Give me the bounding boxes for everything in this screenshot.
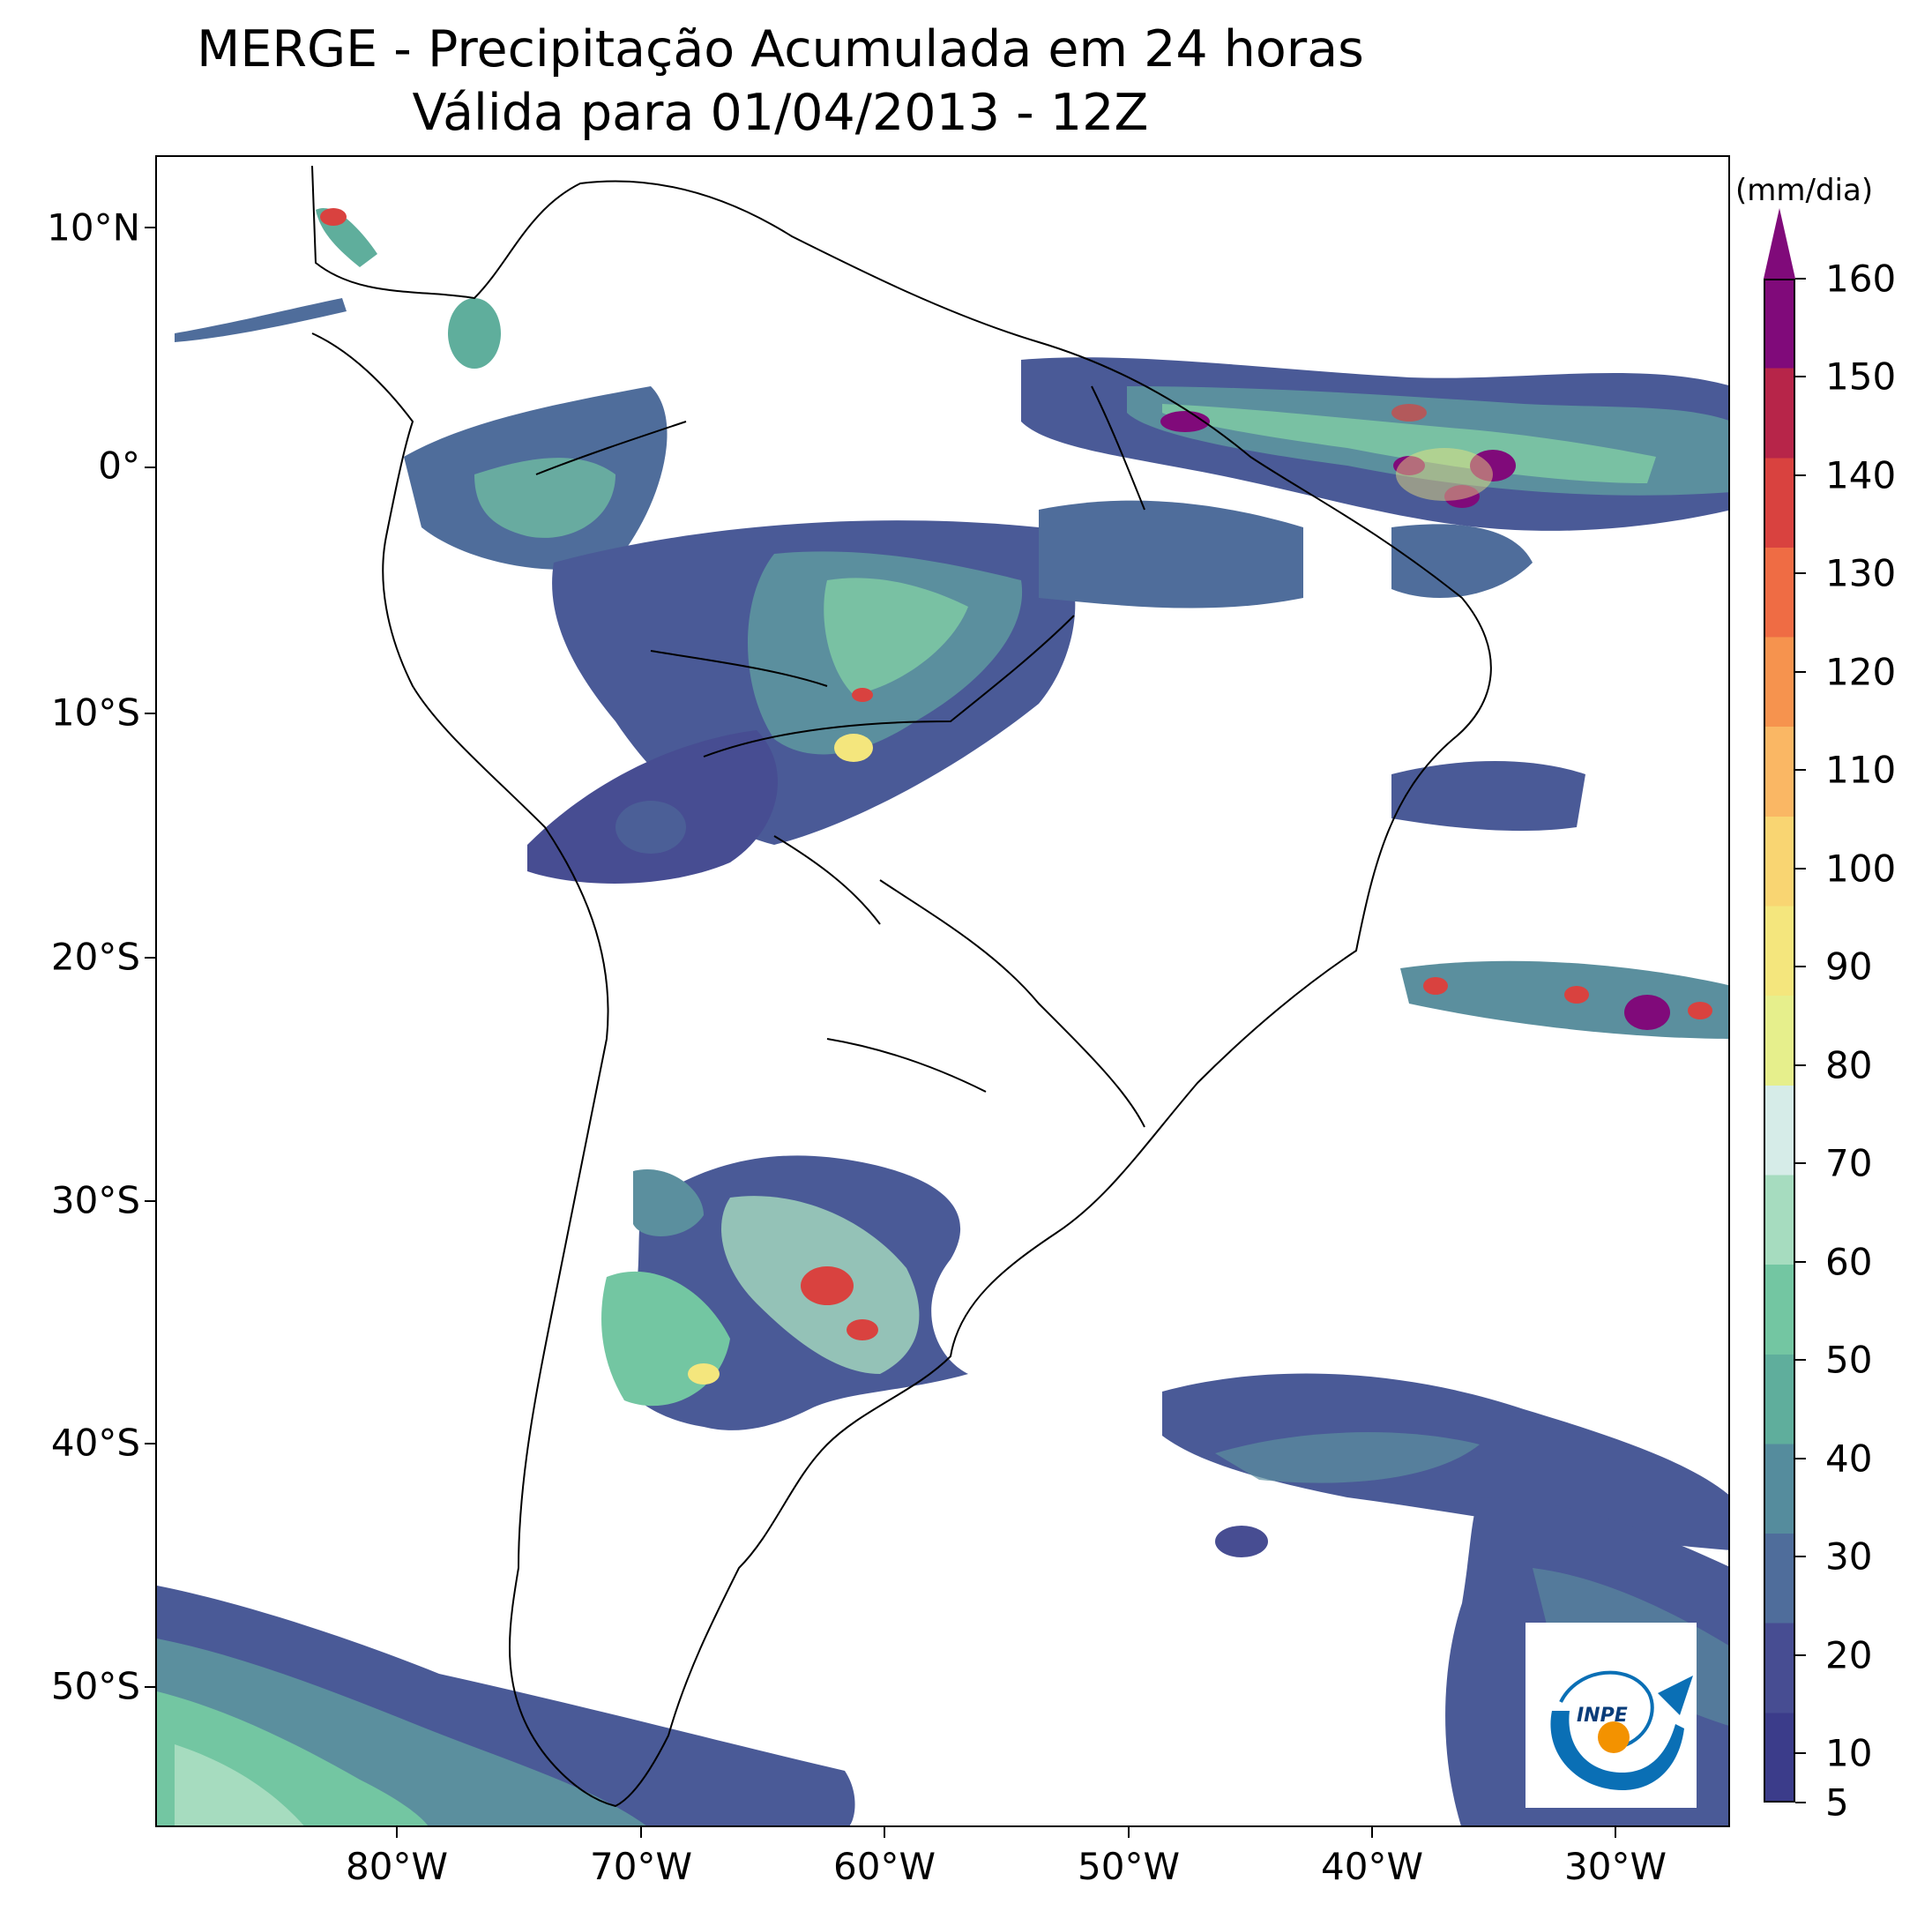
colorbar-tick-label: 40 xyxy=(1825,1437,1873,1481)
colorbar-tick xyxy=(1795,966,1806,968)
lon-label-50w: 50°W xyxy=(1078,1845,1180,1888)
precipitation-map xyxy=(155,155,1730,1827)
lat-label-20s: 20°S xyxy=(50,935,140,979)
precipitation-field-southern-ocean xyxy=(157,1586,855,1825)
lon-tick xyxy=(396,1827,398,1838)
lat-label-50s: 50°S xyxy=(50,1664,140,1708)
colorbar-tick xyxy=(1795,1802,1806,1803)
colorbar-tick-label: 50 xyxy=(1825,1338,1873,1382)
colorbar-tick xyxy=(1795,1064,1806,1066)
lon-tick xyxy=(1615,1827,1616,1838)
colorbar-tick xyxy=(1795,1653,1806,1656)
precipitation-field-argentina xyxy=(601,1155,968,1430)
colorbar-extend-arrow xyxy=(1764,208,1795,279)
colorbar-tick xyxy=(1795,769,1806,772)
precipitation-field-bolivia xyxy=(527,730,778,884)
colorbar-tick xyxy=(1795,1162,1806,1165)
lat-tick xyxy=(145,1200,155,1202)
lon-label-70w: 70°W xyxy=(590,1845,692,1888)
colorbar-tick xyxy=(1795,1556,1806,1558)
colorbar-tick xyxy=(1795,1457,1806,1459)
colorbar-tick-label: 60 xyxy=(1825,1240,1873,1284)
lon-tick xyxy=(884,1827,885,1838)
colorbar-tick xyxy=(1795,474,1806,476)
lon-tick xyxy=(640,1827,642,1838)
colorbar-tick xyxy=(1795,1359,1806,1362)
lat-tick xyxy=(145,713,155,714)
colorbar-border xyxy=(1764,279,1795,1803)
lon-label-30w: 30°W xyxy=(1564,1845,1667,1888)
inpe-logo-graphic: INPE xyxy=(1550,1670,1693,1790)
precipitation-field-itcz xyxy=(1021,357,1728,531)
colorbar-tick-label: 150 xyxy=(1825,355,1897,399)
colorbar-tick-label: 100 xyxy=(1825,847,1897,891)
colorbar-tick-label: 30 xyxy=(1825,1534,1873,1579)
lon-label-40w: 40°W xyxy=(1321,1845,1423,1888)
lon-label-80w: 80°W xyxy=(346,1845,448,1888)
lon-tick xyxy=(1371,1827,1373,1838)
colorbar-tick-label: 80 xyxy=(1825,1043,1873,1087)
lat-label-40s: 40°S xyxy=(50,1421,140,1465)
precipitation-field-north xyxy=(175,208,668,570)
lat-tick xyxy=(145,957,155,959)
lat-tick xyxy=(145,467,155,468)
lat-label-10n: 10°N xyxy=(47,205,140,250)
colorbar-tick xyxy=(1795,376,1806,378)
colorbar-tick xyxy=(1795,867,1806,870)
colorbar-tick-label: 90 xyxy=(1825,944,1873,989)
lon-tick xyxy=(1128,1827,1130,1838)
colorbar-unit-label: (mm/dia) xyxy=(1735,173,1874,208)
colorbar-tick xyxy=(1795,1260,1806,1263)
colorbar-tick-label: 5 xyxy=(1825,1780,1849,1825)
precipitation-field-atlantic xyxy=(1391,761,1728,1039)
colorbar-tick xyxy=(1795,670,1806,673)
inpe-logo: INPE xyxy=(1525,1623,1697,1808)
colorbar-tick xyxy=(1795,1752,1806,1755)
lat-label-0: 0° xyxy=(98,444,140,488)
inpe-logo-text: INPE xyxy=(1577,1705,1628,1727)
lat-label-30s: 30°S xyxy=(50,1178,140,1222)
colorbar-tick xyxy=(1795,572,1806,575)
map-title-line-1: MERGE - Precipitação Acumulada em 24 hor… xyxy=(197,20,1364,78)
map-title-line-2: Válida para 01/04/2013 - 12Z xyxy=(412,84,1149,142)
colorbar-tick-label: 160 xyxy=(1825,257,1897,301)
colorbar-tick-label: 70 xyxy=(1825,1141,1873,1185)
colorbar xyxy=(1764,279,1795,1803)
lat-tick xyxy=(145,1686,155,1688)
lon-label-60w: 60°W xyxy=(833,1845,936,1888)
lat-tick xyxy=(145,1443,155,1444)
colorbar-tick-label: 130 xyxy=(1825,551,1897,595)
colorbar-tick-label: 10 xyxy=(1825,1731,1873,1775)
lat-tick xyxy=(145,227,155,228)
colorbar-tick-label: 20 xyxy=(1825,1633,1873,1677)
colorbar-tick xyxy=(1795,278,1806,280)
map-canvas xyxy=(157,165,1728,1825)
colorbar-tick-label: 110 xyxy=(1825,748,1897,792)
colorbar-tick-label: 120 xyxy=(1825,650,1897,694)
colorbar-tick-label: 140 xyxy=(1825,453,1897,497)
lat-label-10s: 10°S xyxy=(50,690,140,735)
south-america-coastline xyxy=(311,165,1492,1808)
